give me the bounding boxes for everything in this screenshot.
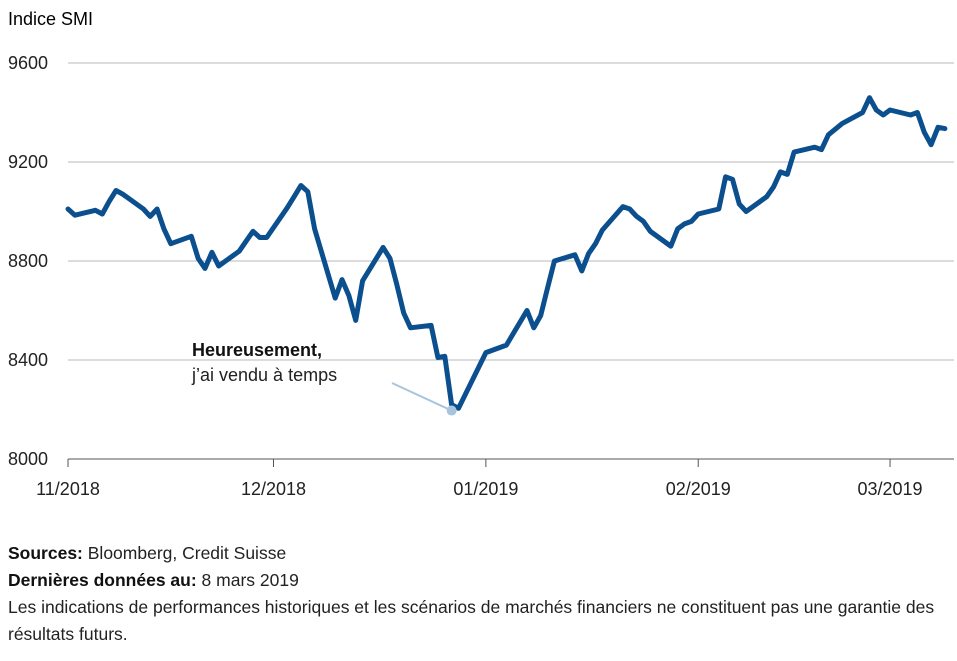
series-line — [65, 95, 948, 411]
x-tick-label: 03/2019 — [858, 479, 923, 499]
x-axis: 11/2018 12/2018 01/2019 02/2019 03/2019 — [36, 458, 954, 499]
last-data-label: Dernières données au: — [8, 570, 197, 590]
gridlines — [68, 62, 954, 361]
last-data-value: 8 mars 2019 — [196, 570, 299, 590]
series-layer — [65, 95, 948, 411]
annotation-text: j’ai vendu à temps — [191, 365, 337, 385]
x-tick-label: 12/2018 — [241, 479, 306, 499]
sources-value: Bloomberg, Credit Suisse — [82, 543, 287, 563]
annotation-title: Heureusement, — [192, 340, 322, 360]
sources-label: Sources: — [8, 543, 83, 563]
y-tick-label: 9600 — [8, 53, 48, 73]
y-tick-label: 8800 — [8, 251, 48, 271]
y-tick-labels: 8000 8400 8800 9200 9600 — [8, 53, 48, 469]
annotation-pointer-line — [391, 382, 453, 412]
disclaimer: Les indications de performances historiq… — [8, 597, 935, 644]
last-data-line: Dernières données au: 8 mars 2019 — [8, 567, 948, 594]
x-tick-label: 11/2018 — [36, 479, 100, 499]
y-axis-title: Indice SMI — [8, 9, 93, 29]
annotation-marker — [446, 405, 457, 416]
chart-footer: Sources: Bloomberg, Credit Suisse Derniè… — [8, 540, 948, 648]
x-tick-label: 01/2019 — [453, 479, 518, 499]
sources-line: Sources: Bloomberg, Credit Suisse — [8, 540, 948, 567]
x-tick-label: 02/2019 — [666, 479, 731, 499]
y-tick-label: 9200 — [8, 152, 48, 172]
y-tick-label: 8000 — [8, 449, 48, 469]
annotation: Heureusement, j’ai vendu à temps — [191, 340, 457, 416]
y-tick-label: 8400 — [8, 350, 48, 370]
